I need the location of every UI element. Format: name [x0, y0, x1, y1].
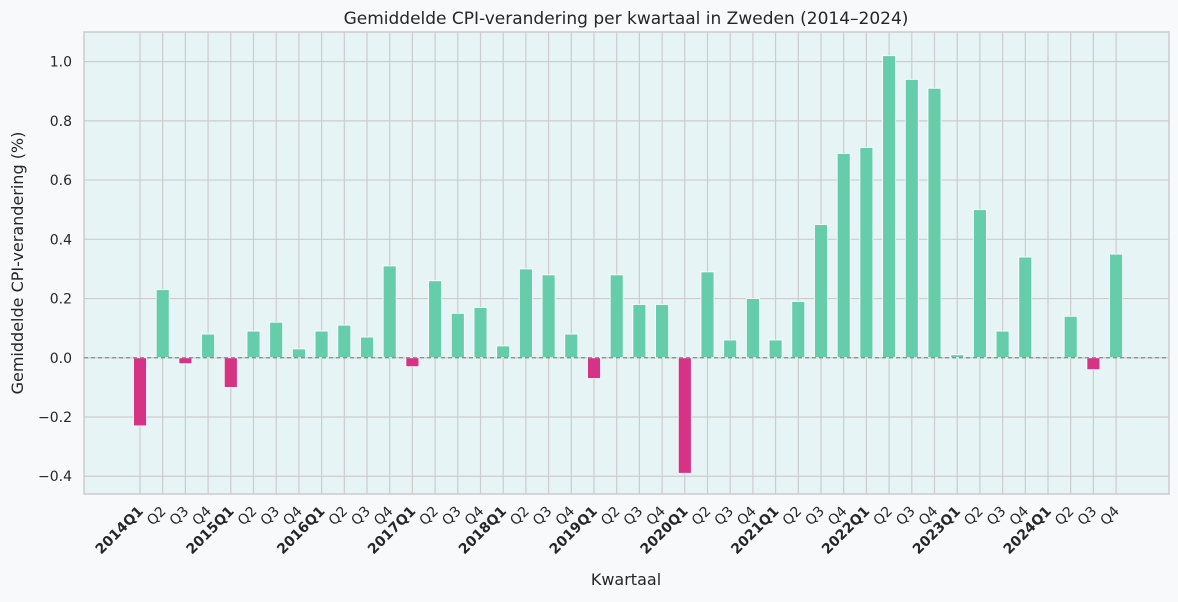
bar-18 [541, 274, 556, 359]
bar-12 [405, 357, 420, 368]
x-tick-label: Q3 [530, 504, 555, 529]
y-tick-label: 0.4 [50, 232, 72, 248]
bar-37 [973, 209, 987, 359]
x-tick-label: Q2 [144, 504, 169, 529]
y-tick-label: 0.8 [50, 114, 72, 130]
bar-41 [1063, 315, 1078, 359]
x-tick-label: Q3 [167, 504, 192, 529]
bar-23 [655, 304, 669, 359]
bar-29 [791, 301, 806, 359]
y-tick-label: 0.0 [50, 351, 72, 367]
plot-area [83, 31, 1170, 495]
x-tick-labels: 2014Q1Q2Q3Q42015Q1Q2Q3Q42016Q1Q2Q3Q42017… [93, 503, 1123, 557]
bar-31 [836, 153, 851, 359]
bar-13 [428, 280, 443, 359]
x-tick-label: Q2 [235, 504, 260, 529]
bar-33 [882, 55, 896, 359]
x-tick-label: Q2 [598, 504, 623, 529]
bar-0 [133, 357, 147, 427]
bar-24 [677, 357, 692, 474]
x-tick-label: Q3 [258, 504, 283, 529]
bar-15 [473, 307, 488, 359]
bar-11 [382, 265, 397, 359]
bar-35 [927, 87, 942, 359]
chart-title: Gemiddelde CPI-verandering per kwartaal … [344, 9, 909, 29]
x-tick-label: Q2 [780, 504, 805, 529]
bar-38 [995, 330, 1010, 359]
bar-8 [314, 330, 329, 359]
y-tick-label: 0.2 [50, 292, 72, 308]
bar-39 [1018, 256, 1033, 359]
x-tick-label: Q2 [961, 504, 986, 529]
bar-6 [269, 321, 284, 359]
x-tick-label: Q3 [893, 504, 918, 529]
y-axis-label: Gemiddelde CPI-verandering (%) [8, 132, 27, 395]
bar-27 [746, 298, 760, 359]
bar-25 [700, 271, 715, 359]
x-tick-label: Q2 [326, 504, 351, 529]
x-tick-label: Q2 [871, 504, 896, 529]
y-tick-label: 1.0 [50, 55, 72, 71]
bar-9 [337, 324, 352, 359]
x-tick-label: Q2 [1052, 504, 1077, 529]
bar-28 [768, 339, 783, 359]
x-tick-label: 2014Q1 [93, 504, 147, 558]
bar-43 [1109, 253, 1123, 359]
bar-30 [814, 224, 828, 359]
bar-20 [587, 357, 601, 379]
y-tick-label: 0.6 [50, 173, 72, 189]
y-tick-label: −0.2 [38, 410, 72, 426]
x-tick-label: Q3 [984, 504, 1009, 529]
bar-26 [723, 339, 738, 359]
bar-17 [519, 268, 533, 359]
bar-1 [155, 289, 170, 359]
bar-4 [223, 357, 238, 388]
y-tick-label: −0.4 [38, 469, 72, 485]
bar-14 [450, 312, 465, 359]
x-tick-label: Q2 [689, 504, 714, 529]
bar-42 [1086, 357, 1101, 371]
bar-21 [609, 274, 624, 359]
bar-5 [246, 330, 261, 359]
x-tick-label: Q3 [439, 504, 464, 529]
bar-22 [632, 304, 647, 359]
bar-36 [950, 354, 965, 359]
bar-34 [904, 78, 919, 359]
bar-7 [291, 348, 306, 359]
x-axis-label: Kwartaal [591, 570, 661, 589]
bar-2 [178, 357, 193, 365]
bar-10 [360, 336, 374, 359]
y-tick-labels: −0.4 −0.2 0.0 0.2 0.4 0.6 0.8 1.0 [38, 55, 72, 486]
x-tick-label: Q2 [507, 504, 532, 529]
bar-32 [859, 147, 874, 359]
bar-16 [496, 345, 511, 359]
bar-19 [564, 333, 579, 359]
x-tick-label: Q3 [621, 504, 646, 529]
x-tick-label: Q4 [1098, 503, 1123, 528]
x-tick-label: Q3 [802, 504, 827, 529]
bar-3 [201, 333, 216, 359]
grid-lines [84, 32, 1169, 494]
x-tick-label: Q3 [712, 504, 737, 529]
x-tick-label: Q2 [417, 504, 442, 529]
x-tick-label: Q3 [348, 504, 373, 529]
x-tick-label: Q3 [1075, 504, 1100, 529]
